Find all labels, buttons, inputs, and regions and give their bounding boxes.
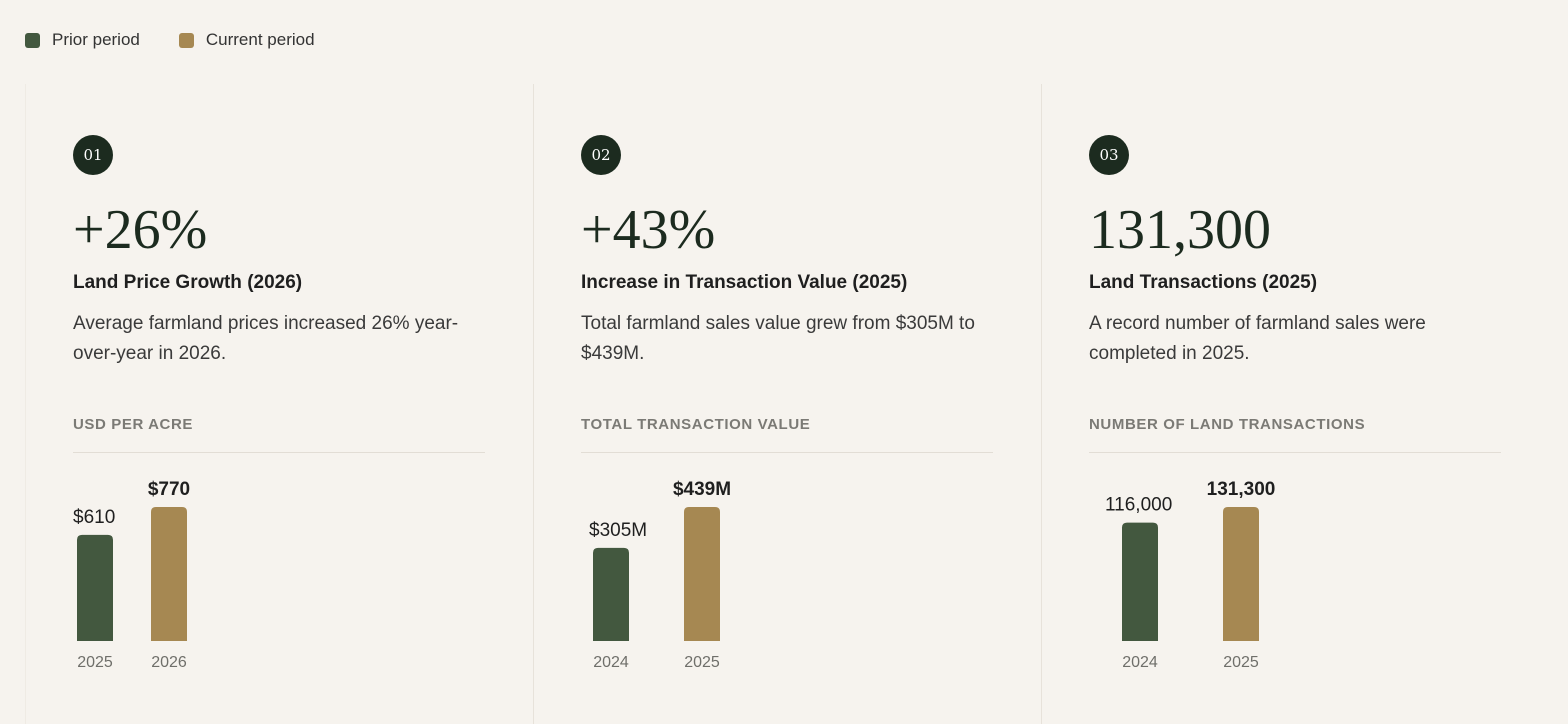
bar-current-period bbox=[684, 507, 720, 641]
legend-swatch-prior bbox=[25, 32, 40, 48]
metric-title: Land Transactions (2025) bbox=[1089, 272, 1318, 293]
x-tick-label: 2024 bbox=[593, 654, 629, 671]
bar-chart-1: $610 2025 $770 2026 bbox=[73, 479, 190, 671]
metric-cards: 01 +26% Land Price Growth (2026) Average… bbox=[25, 84, 1549, 724]
legend-label-prior: Prior period bbox=[52, 30, 140, 49]
x-tick-label: 2024 bbox=[1122, 654, 1158, 671]
metric-description: Total farmland sales value grew from $30… bbox=[581, 313, 975, 364]
bar-prior-period bbox=[1122, 522, 1158, 641]
chart-label: NUMBER OF LAND TRANSACTIONS bbox=[1089, 416, 1366, 433]
x-tick-label: 2025 bbox=[77, 654, 113, 671]
legend-swatch-current bbox=[178, 32, 194, 48]
legend-item-current: Current period bbox=[178, 30, 315, 50]
big-metric-value: 131,300 bbox=[1089, 199, 1271, 261]
card-number-badge: 02 bbox=[581, 135, 621, 175]
x-tick-label: 2025 bbox=[684, 654, 720, 671]
metric-card-3: 03 131,300 Land Transactions (2025) A re… bbox=[1041, 84, 1549, 724]
bar-value-label: 116,000 bbox=[1105, 495, 1172, 516]
chart-divider bbox=[73, 452, 485, 453]
metric-card-2: 02 +43% Increase in Transaction Value (2… bbox=[533, 84, 1041, 724]
bar-current-period bbox=[1223, 507, 1259, 641]
chart-divider bbox=[1089, 452, 1501, 453]
x-tick-label: 2025 bbox=[1223, 654, 1259, 671]
metric-description: A record number of farmland sales were c… bbox=[1089, 313, 1426, 364]
bar-prior-period bbox=[77, 534, 113, 641]
bar-prior-period bbox=[593, 547, 629, 641]
bar-current-period bbox=[151, 507, 187, 641]
legend-label-current: Current period bbox=[205, 30, 315, 49]
metric-card-1: 01 +26% Land Price Growth (2026) Average… bbox=[25, 84, 533, 724]
card-number-badge: 03 bbox=[1089, 135, 1129, 175]
bar-value-label: $770 bbox=[148, 479, 190, 500]
bar-value-label: $439M bbox=[673, 479, 731, 500]
legend: Prior period Current period bbox=[25, 29, 354, 51]
metric-title: Land Price Growth (2026) bbox=[73, 272, 303, 293]
bar-value-label: 131,300 bbox=[1207, 479, 1276, 500]
metric-description: Average farmland prices increased 26% ye… bbox=[73, 313, 459, 364]
legend-item-prior: Prior period bbox=[25, 30, 140, 50]
bar-value-label: $610 bbox=[73, 507, 115, 528]
metric-title: Increase in Transaction Value (2025) bbox=[581, 272, 908, 293]
chart-label: TOTAL TRANSACTION VALUE bbox=[581, 416, 811, 433]
bar-chart-3: 116,000 2024 131,300 2025 bbox=[1105, 479, 1276, 671]
bar-value-label: $305M bbox=[589, 520, 647, 541]
chart-divider bbox=[581, 452, 993, 453]
card-number-badge: 01 bbox=[73, 135, 113, 175]
big-metric-value: +26% bbox=[73, 199, 208, 261]
x-tick-label: 2026 bbox=[151, 654, 187, 671]
chart-label: USD PER ACRE bbox=[73, 416, 193, 433]
big-metric-value: +43% bbox=[581, 199, 716, 261]
bar-chart-2: $305M 2024 $439M 2025 bbox=[589, 479, 731, 671]
